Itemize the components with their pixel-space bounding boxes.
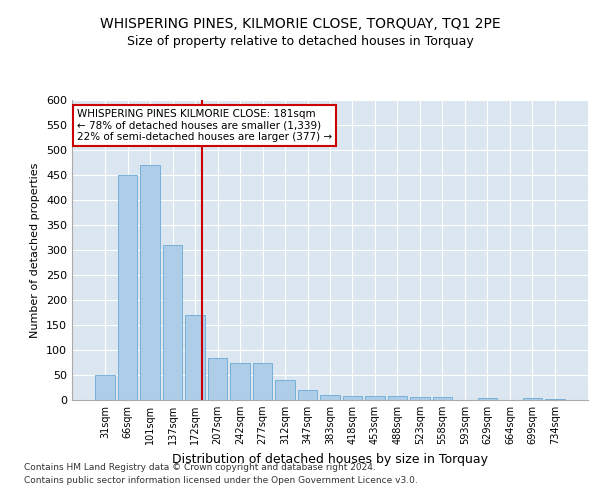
Bar [185,315,205,400]
Bar [230,362,250,400]
Y-axis label: Number of detached properties: Number of detached properties [31,162,40,338]
Text: Contains HM Land Registry data © Crown copyright and database right 2024.: Contains HM Land Registry data © Crown c… [24,464,376,472]
Bar [365,396,385,400]
Text: WHISPERING PINES, KILMORIE CLOSE, TORQUAY, TQ1 2PE: WHISPERING PINES, KILMORIE CLOSE, TORQUA… [100,18,500,32]
Text: Contains public sector information licensed under the Open Government Licence v3: Contains public sector information licen… [24,476,418,485]
Bar [388,396,407,400]
Text: WHISPERING PINES KILMORIE CLOSE: 181sqm
← 78% of detached houses are smaller (1,: WHISPERING PINES KILMORIE CLOSE: 181sqm … [77,109,332,142]
Bar [275,380,295,400]
Bar [433,397,452,400]
Bar [320,395,340,400]
Bar [343,396,362,400]
Bar [298,390,317,400]
Bar [410,397,430,400]
Bar [140,165,160,400]
Bar [163,245,182,400]
Bar [523,398,542,400]
X-axis label: Distribution of detached houses by size in Torquay: Distribution of detached houses by size … [172,452,488,466]
Text: Size of property relative to detached houses in Torquay: Size of property relative to detached ho… [127,35,473,48]
Bar [253,362,272,400]
Bar [545,399,565,400]
Bar [118,175,137,400]
Bar [95,375,115,400]
Bar [478,398,497,400]
Bar [208,358,227,400]
